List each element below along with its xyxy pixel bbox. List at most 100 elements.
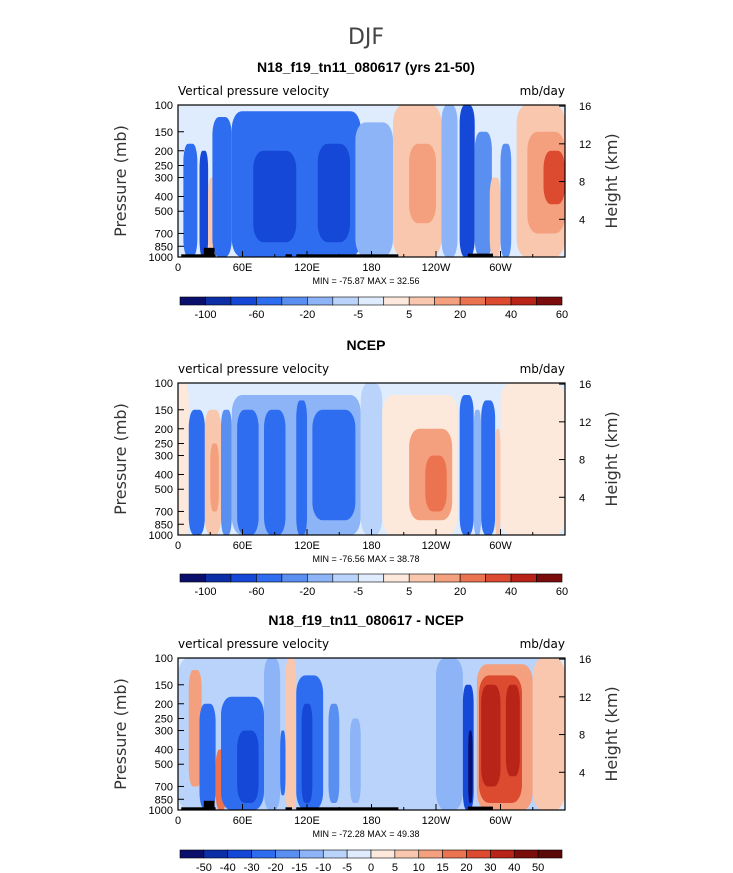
colorbar-swatch	[281, 296, 308, 306]
colorbar-label: -20	[299, 586, 315, 598]
y-tick-label: 400	[155, 745, 173, 757]
y-tick-label: 250	[155, 713, 173, 725]
contour-region	[237, 409, 259, 535]
topography	[285, 254, 292, 257]
y2-tick-label: 16	[579, 654, 591, 666]
contour-region	[500, 143, 512, 257]
colorbar-swatch	[230, 573, 257, 583]
x-tick-label: 120E	[294, 815, 320, 827]
contour-region	[253, 150, 297, 243]
colorbar-swatch	[307, 573, 334, 583]
y-tick-label: 150	[155, 405, 173, 417]
contour-region	[543, 150, 565, 205]
topography	[296, 807, 399, 810]
colorbar-swatch	[357, 296, 385, 306]
contour-region	[312, 409, 356, 521]
contour-region	[505, 684, 520, 777]
colorbar-swatch	[466, 849, 491, 859]
colorbar-label: 50	[532, 862, 544, 873]
y-axis-title: Pressure (mb)	[111, 125, 130, 237]
panel-title: NCEP	[347, 337, 386, 353]
min-max-stats: MIN = -75.87 MAX = 32.56	[312, 276, 419, 286]
colorbar-swatch	[203, 849, 229, 859]
colorbar-label: 5	[406, 586, 412, 598]
y-tick-label: 300	[155, 726, 173, 738]
colorbar-label: -30	[244, 862, 260, 873]
y2-axis-title: Height (km)	[602, 686, 621, 781]
colorbar-label: -50	[196, 862, 212, 873]
colorbar-label: 5	[406, 309, 412, 321]
x-tick-label: 60E	[233, 540, 253, 552]
contour-region	[473, 409, 482, 535]
contour-region	[199, 150, 209, 257]
units-label: mb/day	[520, 362, 565, 376]
contour-region	[264, 658, 281, 810]
units-label: mb/day	[520, 84, 565, 98]
colorbar: -100 -60 -20 -5 5 20 40 60	[179, 296, 568, 321]
colorbar-swatch	[205, 296, 232, 306]
contour-region	[221, 409, 232, 535]
colorbar-label: -100	[194, 586, 216, 598]
contour-region	[328, 703, 340, 804]
y-axis-title: Pressure (mb)	[111, 403, 130, 515]
contour-region	[296, 400, 307, 535]
colorbar-label: 20	[454, 586, 466, 598]
y2-tick-label: 12	[579, 139, 591, 151]
topography	[203, 800, 215, 810]
colorbar-label: 30	[484, 862, 496, 873]
x-tick-label: 120W	[422, 262, 451, 274]
contour-region	[459, 395, 474, 535]
x-tick-label: 180	[362, 540, 380, 552]
colorbar-label: -60	[248, 586, 264, 598]
y-tick-label: 850	[155, 519, 173, 531]
units-label: mb/day	[520, 637, 565, 651]
colorbar-swatch	[179, 573, 206, 583]
contour-region	[489, 177, 501, 257]
y2-tick-label: 12	[579, 692, 591, 704]
y-tick-label: 250	[155, 160, 173, 172]
y-tick-label: 850	[155, 794, 173, 806]
colorbar-swatch	[251, 849, 276, 859]
colorbar-label: 40	[505, 586, 517, 598]
y-tick-label: 200	[155, 146, 173, 158]
contour-region	[481, 684, 501, 787]
contour-region	[199, 703, 216, 810]
colorbar: -50 -40 -30 -20 -15 -10 -5 0 5 10 15 20 30 40 50	[179, 849, 563, 873]
y2-tick-label: 8	[579, 455, 585, 467]
y-tick-label: 300	[155, 173, 173, 185]
colorbar-swatch	[256, 296, 283, 306]
colorbar-swatch	[383, 573, 410, 583]
contour-region	[474, 131, 492, 257]
figure-title: DJF	[348, 25, 384, 50]
colorbar-swatch	[357, 573, 385, 583]
contour-region	[183, 143, 198, 257]
colorbar-swatch	[281, 573, 308, 583]
x-tick-label: 60E	[233, 815, 253, 827]
y-tick-label: 500	[155, 206, 173, 218]
contour-region	[409, 143, 436, 224]
topography	[468, 253, 493, 257]
contour-region	[459, 105, 475, 257]
contour-field	[178, 105, 565, 257]
contour-field	[178, 383, 565, 535]
x-tick-label: 0	[175, 540, 181, 552]
colorbar-label: 40	[505, 309, 517, 321]
y-tick-label: 500	[155, 759, 173, 771]
topography	[203, 247, 215, 257]
contour-region	[360, 383, 383, 535]
y-tick-label: 100	[155, 378, 173, 390]
y-tick-label: 700	[155, 506, 173, 518]
colorbar-label: 10	[413, 862, 425, 873]
y-tick-label: 150	[155, 680, 173, 692]
y-tick-label: 200	[155, 699, 173, 711]
colorbar-swatch	[307, 296, 334, 306]
y-tick-label: 850	[155, 241, 173, 253]
x-tick-label: 180	[362, 262, 380, 274]
colorbar-label: -5	[342, 862, 352, 873]
contour-region	[188, 670, 202, 787]
x-tick-label: 180	[362, 815, 380, 827]
y-tick-label: 1000	[149, 252, 173, 264]
colorbar-swatch	[536, 296, 563, 306]
colorbar-label: -20	[268, 862, 284, 873]
contour-region	[532, 658, 565, 810]
